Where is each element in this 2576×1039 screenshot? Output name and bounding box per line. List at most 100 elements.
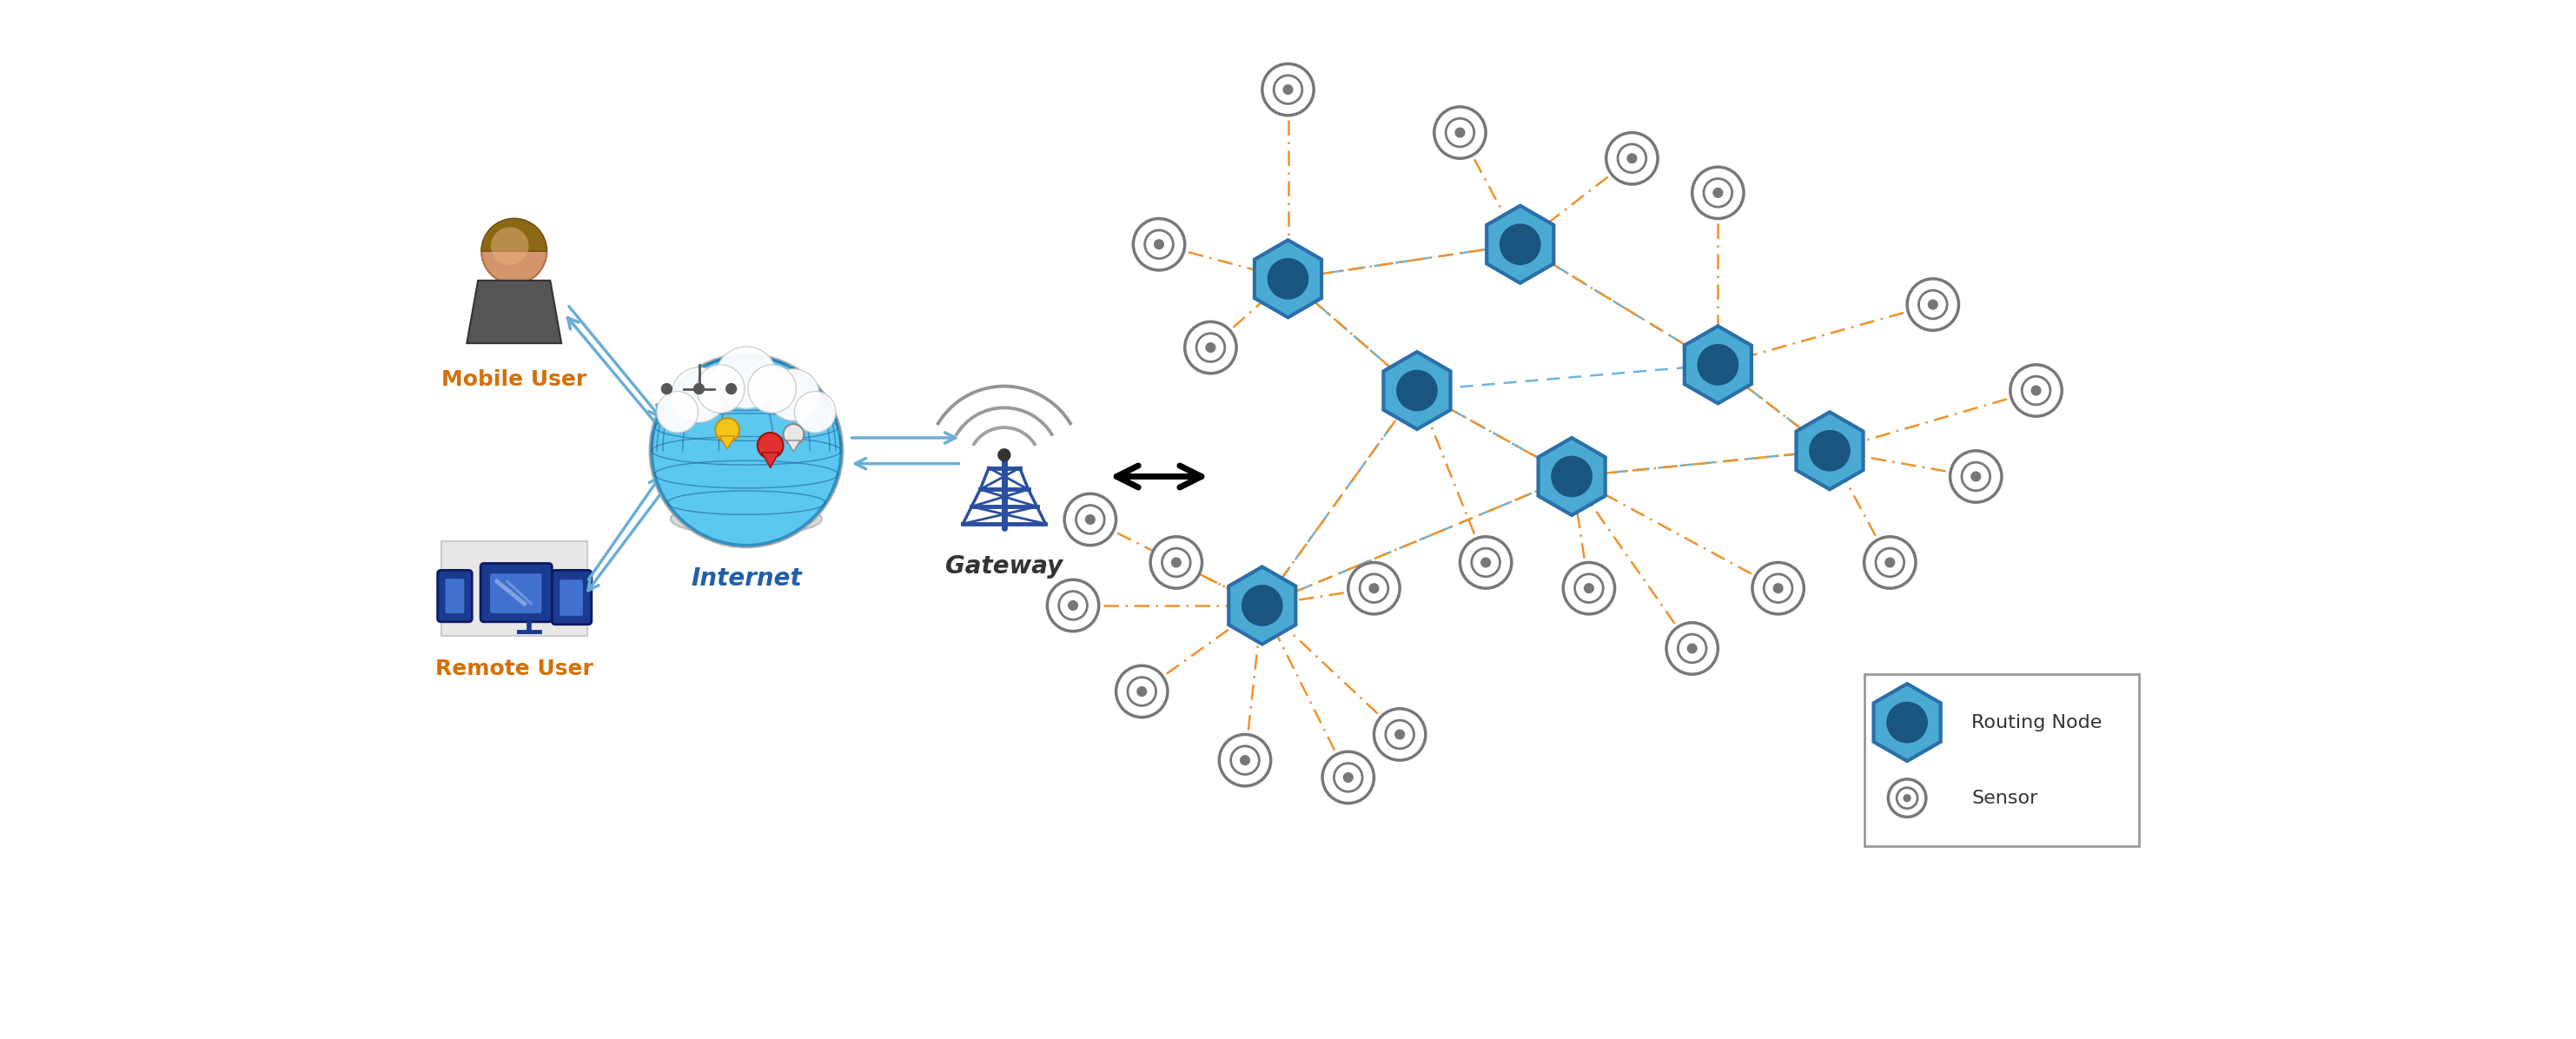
Circle shape: [1906, 278, 1958, 330]
FancyBboxPatch shape: [551, 570, 592, 624]
Text: Gateway: Gateway: [945, 554, 1064, 579]
Polygon shape: [1685, 326, 1752, 403]
Circle shape: [1115, 666, 1167, 717]
FancyBboxPatch shape: [559, 580, 582, 616]
Circle shape: [1481, 558, 1492, 567]
Circle shape: [1396, 729, 1404, 739]
Text: Mobile User: Mobile User: [440, 369, 587, 390]
Circle shape: [1865, 537, 1917, 588]
Circle shape: [1206, 343, 1216, 352]
Polygon shape: [1795, 412, 1862, 489]
Circle shape: [1765, 575, 1793, 603]
FancyBboxPatch shape: [438, 570, 471, 621]
Circle shape: [482, 218, 546, 284]
Circle shape: [1687, 644, 1698, 654]
Circle shape: [1133, 218, 1185, 270]
FancyBboxPatch shape: [1865, 674, 2138, 846]
Circle shape: [716, 418, 739, 443]
Circle shape: [1896, 788, 1917, 808]
Circle shape: [1386, 720, 1414, 749]
Circle shape: [1963, 462, 1991, 490]
Polygon shape: [719, 436, 734, 449]
Circle shape: [696, 365, 744, 412]
Circle shape: [1698, 345, 1739, 384]
Circle shape: [1772, 584, 1783, 593]
Circle shape: [657, 392, 698, 432]
Circle shape: [2009, 365, 2061, 417]
Circle shape: [1334, 764, 1363, 792]
Polygon shape: [762, 452, 778, 468]
Circle shape: [1584, 584, 1595, 593]
Circle shape: [2032, 385, 2040, 395]
Circle shape: [1231, 746, 1260, 774]
Circle shape: [1455, 128, 1466, 137]
Wedge shape: [482, 218, 546, 251]
Text: Remote User: Remote User: [435, 659, 592, 680]
Circle shape: [726, 383, 737, 394]
Circle shape: [1888, 702, 1927, 743]
Circle shape: [1048, 580, 1100, 632]
Circle shape: [1273, 76, 1303, 104]
Circle shape: [747, 365, 796, 412]
Circle shape: [492, 228, 528, 265]
Circle shape: [1136, 687, 1146, 696]
Circle shape: [1904, 795, 1911, 801]
Circle shape: [1564, 562, 1615, 614]
Text: Routing Node: Routing Node: [1971, 714, 2102, 731]
Circle shape: [1144, 231, 1172, 259]
Circle shape: [1077, 505, 1105, 534]
Circle shape: [1185, 322, 1236, 373]
Circle shape: [1499, 224, 1540, 265]
Circle shape: [662, 383, 672, 394]
Circle shape: [1345, 773, 1352, 782]
Circle shape: [1195, 334, 1224, 362]
Circle shape: [1808, 430, 1850, 471]
Circle shape: [1574, 575, 1602, 603]
Circle shape: [1919, 290, 1947, 319]
Circle shape: [1218, 735, 1270, 787]
Circle shape: [1162, 549, 1190, 577]
Circle shape: [1370, 584, 1378, 593]
Circle shape: [793, 392, 835, 432]
Circle shape: [1321, 751, 1373, 803]
Circle shape: [652, 356, 840, 545]
Circle shape: [1128, 677, 1157, 705]
Circle shape: [1667, 622, 1718, 674]
Circle shape: [1713, 188, 1723, 197]
Text: Internet: Internet: [690, 567, 801, 591]
Circle shape: [1242, 585, 1283, 625]
Circle shape: [768, 369, 819, 421]
Circle shape: [1461, 537, 1512, 588]
Circle shape: [1445, 118, 1473, 146]
Polygon shape: [786, 441, 801, 452]
Circle shape: [1172, 558, 1180, 567]
FancyBboxPatch shape: [440, 541, 587, 636]
Circle shape: [1396, 371, 1437, 410]
Circle shape: [1950, 451, 2002, 502]
Circle shape: [1929, 300, 1937, 310]
Ellipse shape: [670, 502, 822, 535]
Circle shape: [1435, 107, 1486, 158]
Polygon shape: [1538, 437, 1605, 515]
Circle shape: [1360, 575, 1388, 603]
Circle shape: [672, 368, 726, 422]
FancyBboxPatch shape: [482, 563, 551, 621]
Circle shape: [757, 432, 783, 458]
Circle shape: [1886, 558, 1893, 567]
Circle shape: [2022, 376, 2050, 405]
Circle shape: [1154, 240, 1164, 249]
Circle shape: [1888, 779, 1927, 817]
Circle shape: [1242, 755, 1249, 765]
Circle shape: [1064, 494, 1115, 545]
Circle shape: [783, 424, 804, 445]
Circle shape: [1471, 549, 1499, 577]
Circle shape: [1069, 601, 1077, 610]
Polygon shape: [1383, 352, 1450, 429]
Circle shape: [1692, 167, 1744, 218]
Circle shape: [1971, 472, 1981, 481]
FancyBboxPatch shape: [489, 574, 541, 613]
Circle shape: [1347, 562, 1399, 614]
Circle shape: [1267, 259, 1309, 299]
Circle shape: [1618, 144, 1646, 172]
Circle shape: [1373, 709, 1425, 761]
